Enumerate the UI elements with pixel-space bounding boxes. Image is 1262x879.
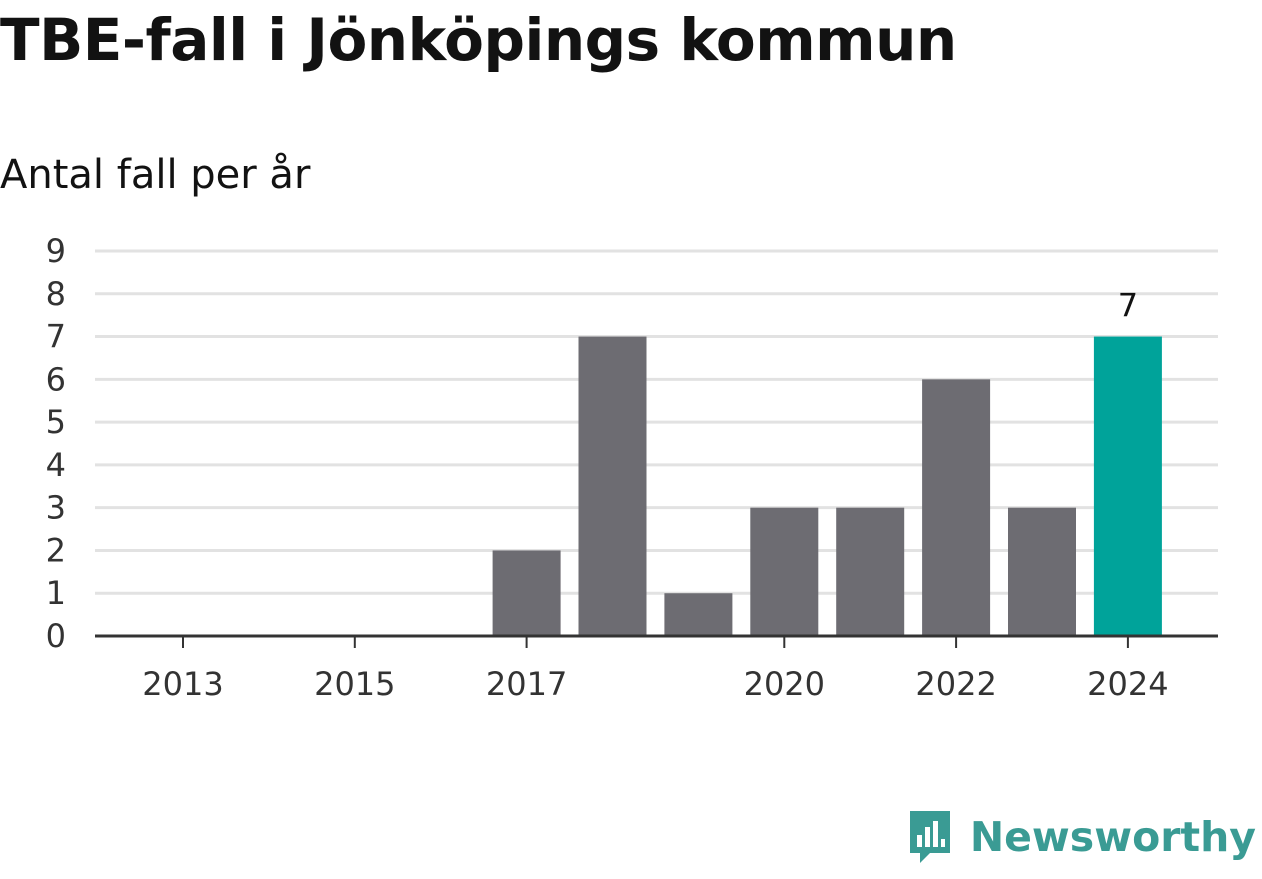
- bar-2023: [1008, 507, 1076, 636]
- chart-subtitle: Antal fall per år: [0, 152, 311, 198]
- bar-2017: [492, 550, 561, 636]
- brand-name: Newsworthy: [969, 813, 1256, 861]
- bars: [492, 336, 1162, 636]
- y-tick-label: 2: [46, 531, 66, 569]
- x-tick-label: 2020: [744, 665, 825, 703]
- y-tick-label: 3: [46, 489, 66, 527]
- bar-2022: [922, 379, 991, 636]
- y-tick-label: 9: [46, 232, 66, 270]
- gridlines: [95, 249, 1218, 595]
- labels: 0 1 2 3 4 5 6 7 8 9 7 2013 2015 2017 2020 2022 2024: [46, 232, 1169, 703]
- x-tick-label: 2013: [142, 665, 223, 703]
- data-label-2024: 7: [1118, 287, 1138, 325]
- y-tick-label: 0: [46, 617, 66, 655]
- y-tick-label: 8: [46, 275, 66, 313]
- x-axis: [95, 634, 1218, 648]
- chart-title: TBE-fall i Jönköpings kommun: [0, 6, 957, 74]
- bar-2021: [836, 507, 905, 636]
- x-tick-label: 2015: [314, 665, 395, 703]
- y-tick-label: 1: [46, 574, 66, 612]
- x-tick-label: 2022: [915, 665, 996, 703]
- x-tick-label: 2017: [486, 665, 567, 703]
- y-tick-label: 7: [46, 318, 66, 356]
- y-tick-label: 6: [46, 360, 66, 398]
- y-tick-label: 4: [46, 446, 66, 484]
- bar-2024: [1093, 336, 1162, 636]
- y-tick-label: 5: [46, 403, 66, 441]
- brand-logo: Newsworthy: [906, 807, 1256, 867]
- newsworthy-logo-icon: [909, 811, 950, 863]
- bar-2019: [664, 593, 733, 636]
- bar-2020: [750, 507, 819, 636]
- x-tick-label: 2024: [1087, 665, 1168, 703]
- bar-2018: [578, 336, 647, 636]
